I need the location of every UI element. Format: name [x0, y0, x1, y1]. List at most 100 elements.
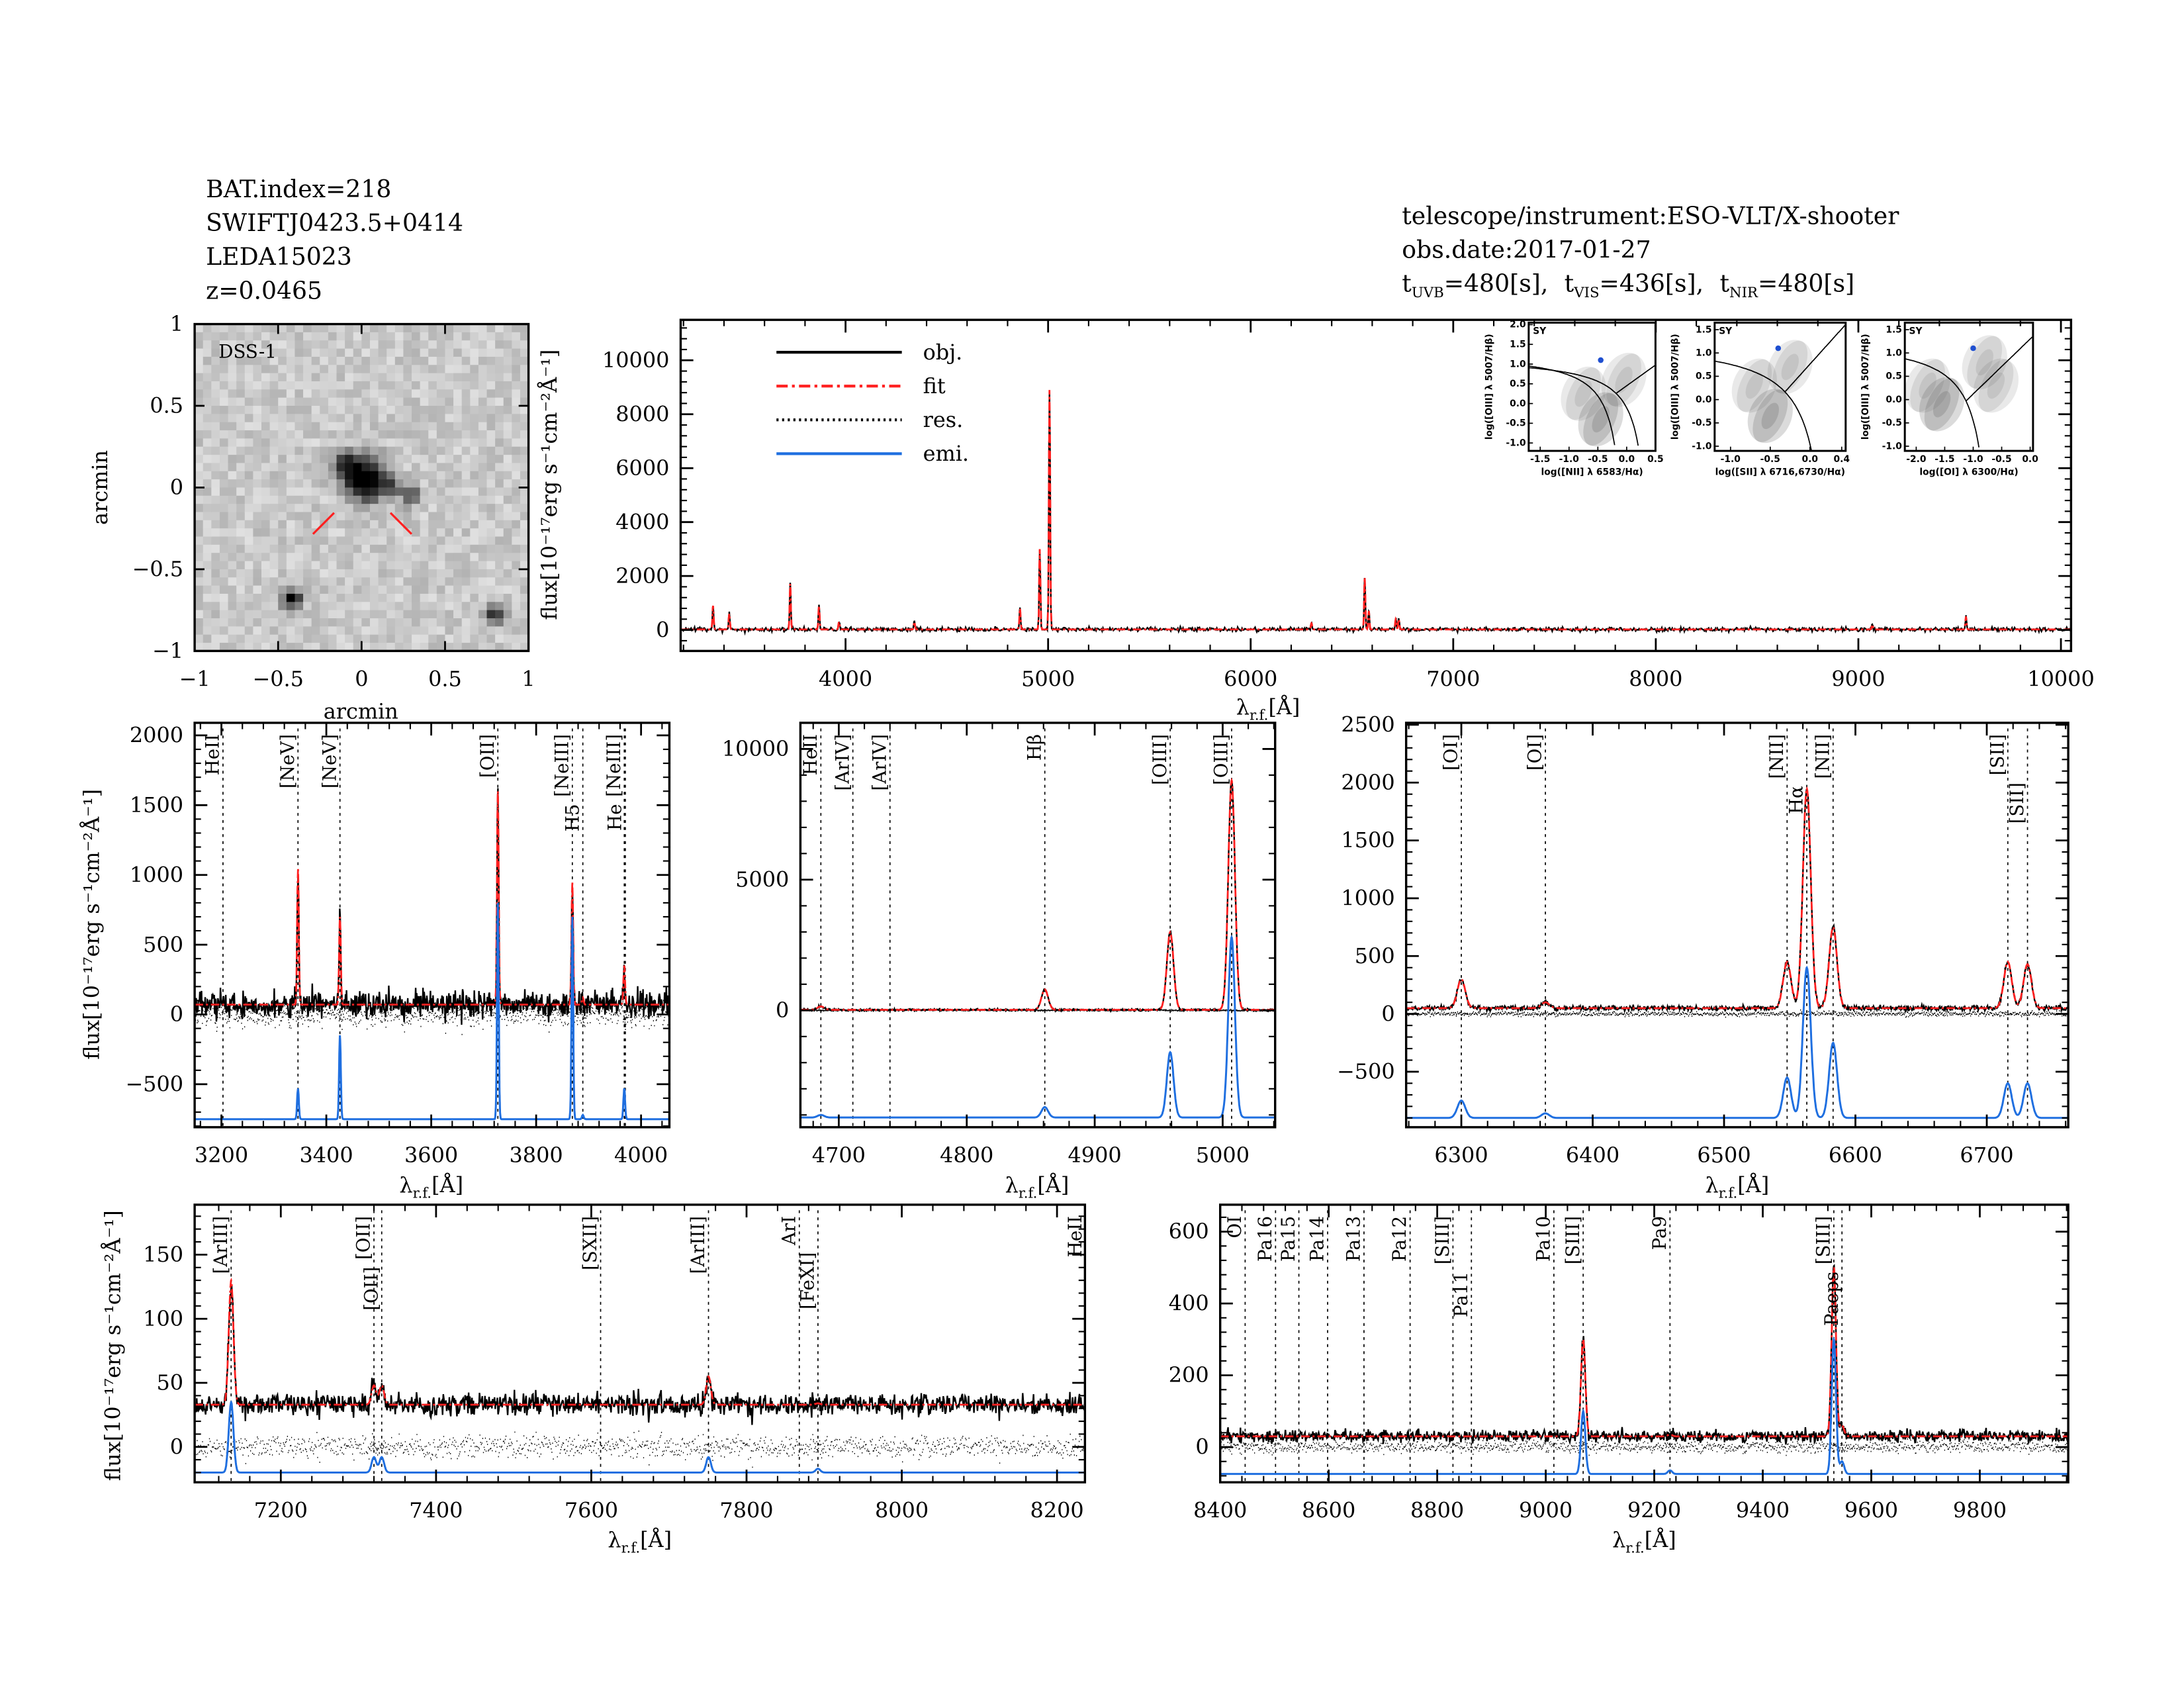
image-pixel [345, 324, 354, 333]
image-pixel [394, 536, 404, 545]
image-pixel [486, 618, 496, 627]
image-pixel [378, 446, 387, 455]
image-pixel [512, 414, 521, 423]
image-pixel [244, 610, 254, 619]
image-pixel [503, 348, 512, 357]
image-pixel [320, 455, 329, 464]
image-pixel [478, 455, 488, 464]
image-pixel [369, 365, 379, 374]
line-label: [SII] [1986, 734, 2008, 775]
image-pixel [311, 577, 320, 586]
image-pixel [478, 365, 488, 374]
image-pixel [295, 487, 304, 496]
image-pixel [336, 471, 345, 480]
image-pixel [470, 626, 479, 635]
image-pixel [369, 422, 379, 431]
image-pixel [486, 536, 496, 545]
image-pixel [453, 504, 463, 513]
image-pixel [436, 634, 446, 643]
image-pixel [295, 528, 304, 538]
image-pixel [470, 422, 479, 431]
image-pixel [445, 544, 454, 553]
image-pixel [361, 643, 371, 652]
image-pixel [295, 471, 304, 480]
image-pixel [219, 324, 229, 333]
image-pixel [445, 430, 454, 440]
image-pixel [495, 373, 504, 382]
image-pixel [428, 365, 437, 374]
line-label: Pa16 [1254, 1216, 1276, 1262]
image-pixel [420, 463, 429, 472]
image-pixel [353, 610, 362, 619]
image-pixel [470, 593, 479, 602]
image-pixel [295, 381, 304, 390]
image-pixel [195, 389, 204, 399]
image-pixel [303, 610, 312, 619]
image-pixel [253, 495, 262, 504]
image-pixel [503, 332, 512, 341]
line-label: [OIII] [1149, 734, 1171, 785]
image-pixel [244, 397, 254, 406]
image-pixel [436, 512, 446, 521]
image-pixel [328, 553, 338, 562]
line-label: [OII] [360, 1267, 382, 1311]
image-pixel [461, 561, 471, 570]
image-pixel [378, 479, 387, 489]
image-pixel [461, 602, 471, 611]
image-pixel [428, 602, 437, 611]
y-tick-label: 5000 [735, 867, 789, 892]
image-pixel [403, 340, 412, 350]
image-pixel [394, 520, 404, 529]
image-pixel [244, 618, 254, 627]
image-pixel [295, 397, 304, 406]
image-pixel [520, 626, 529, 635]
image-pixel [228, 324, 237, 333]
image-pixel [336, 593, 345, 602]
image-pixel [228, 389, 237, 399]
image-pixel [436, 495, 446, 504]
image-pixel [336, 602, 345, 611]
image-pixel [195, 544, 204, 553]
image-pixel [336, 544, 345, 553]
image-pixel [320, 610, 329, 619]
image-pixel [387, 324, 396, 333]
image-pixel [328, 324, 338, 333]
x-axis-label: λr.f.[Å] [1612, 1527, 1676, 1557]
emission-model [195, 902, 670, 1121]
image-pixel [486, 463, 496, 472]
image-pixel [420, 593, 429, 602]
image-pixel [278, 561, 287, 570]
image-pixel [445, 463, 454, 472]
image-pixel [328, 414, 338, 423]
image-pixel [428, 553, 437, 562]
image-pixel [269, 356, 279, 365]
image-pixel [470, 373, 479, 382]
image-pixel [295, 495, 304, 504]
image-pixel [361, 536, 371, 545]
image-pixel [387, 463, 396, 472]
image-pixel [211, 414, 220, 423]
image-pixel [403, 593, 412, 602]
image-pixel [203, 495, 212, 504]
y-axis-label: log([OIII] λ 5007/Hβ) [1860, 334, 1871, 440]
image-pixel [336, 561, 345, 570]
image-pixel [353, 438, 362, 447]
image-pixel [445, 569, 454, 578]
image-pixel [436, 528, 446, 538]
image-pixel [378, 585, 387, 594]
image-pixel [445, 585, 454, 594]
image-pixel [345, 536, 354, 545]
image-pixel [387, 528, 396, 538]
image-pixel [420, 471, 429, 480]
image-pixel [328, 389, 338, 399]
image-pixel [394, 422, 404, 431]
emission-model [800, 935, 1275, 1119]
image-pixel [244, 634, 254, 643]
image-pixel [394, 455, 404, 464]
image-pixel [345, 643, 354, 652]
redshift: z=0.0465 [206, 276, 322, 305]
image-pixel [512, 520, 521, 529]
emission-model [1406, 965, 2069, 1119]
image-pixel [253, 430, 262, 440]
image-pixel [378, 544, 387, 553]
